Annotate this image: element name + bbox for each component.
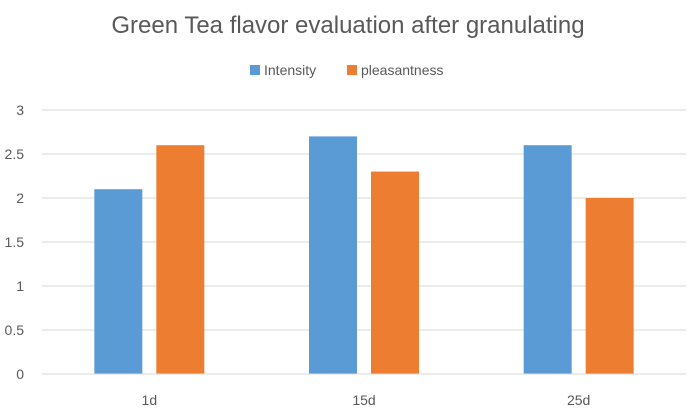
legend-label-pleasantness: pleasantness (361, 62, 444, 78)
bars (94, 136, 634, 374)
y-tick-label: 3 (16, 102, 24, 118)
legend: Intensity pleasantness (250, 62, 444, 78)
x-tick-label: 1d (142, 392, 158, 408)
y-axis-tick-labels: 0 0.5 1 1.5 2 2.5 3 (5, 102, 25, 382)
legend-swatch-intensity (250, 65, 260, 75)
y-tick-label: 2.5 (5, 146, 25, 162)
bar-pleasantness-15d (371, 171, 419, 374)
legend-swatch-pleasantness (347, 65, 357, 75)
x-tick-label: 15d (352, 392, 375, 408)
y-tick-label: 1.5 (5, 234, 25, 250)
bar-intensity-1d (94, 189, 143, 374)
chart-title: Green Tea flavor evaluation after granul… (111, 12, 584, 39)
bar-intensity-25d (523, 145, 572, 374)
legend-label-intensity: Intensity (264, 62, 316, 78)
y-tick-label: 0.5 (5, 322, 25, 338)
y-tick-label: 2 (16, 190, 24, 206)
bar-pleasantness-25d (585, 198, 634, 374)
bar-intensity-15d (309, 136, 357, 374)
gridlines (42, 109, 686, 331)
x-tick-label: 25d (567, 392, 590, 408)
y-tick-label: 0 (16, 366, 24, 382)
x-axis-tick-labels: 1d 15d 25d (142, 392, 591, 408)
y-tick-label: 1 (16, 278, 24, 294)
bar-pleasantness-1d (156, 145, 205, 374)
